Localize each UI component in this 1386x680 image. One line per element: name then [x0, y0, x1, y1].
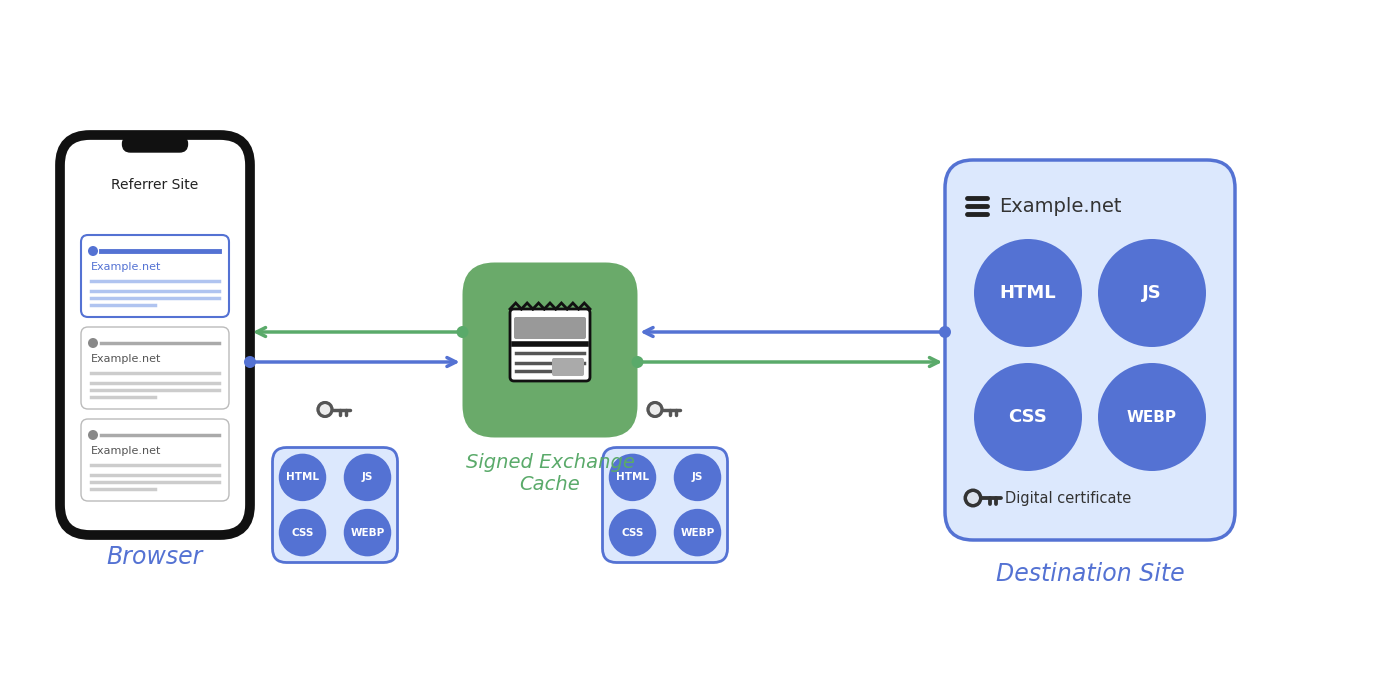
- Circle shape: [279, 454, 326, 501]
- Circle shape: [87, 338, 98, 348]
- Circle shape: [1098, 239, 1206, 347]
- Text: WEBP: WEBP: [1127, 409, 1177, 424]
- Circle shape: [608, 509, 656, 556]
- Circle shape: [87, 246, 98, 256]
- FancyBboxPatch shape: [552, 358, 584, 376]
- Text: Digital certificate: Digital certificate: [1005, 490, 1131, 505]
- FancyBboxPatch shape: [80, 327, 229, 409]
- Circle shape: [344, 454, 391, 501]
- FancyBboxPatch shape: [514, 317, 586, 339]
- Text: CSS: CSS: [1009, 408, 1048, 426]
- Circle shape: [244, 356, 256, 368]
- Circle shape: [317, 403, 333, 416]
- FancyBboxPatch shape: [80, 235, 229, 317]
- FancyBboxPatch shape: [122, 136, 187, 152]
- Circle shape: [649, 403, 663, 416]
- FancyBboxPatch shape: [60, 135, 249, 535]
- Circle shape: [965, 490, 981, 506]
- Text: HTML: HTML: [999, 284, 1056, 302]
- Text: CSS: CSS: [621, 528, 643, 538]
- Circle shape: [632, 356, 643, 368]
- FancyBboxPatch shape: [510, 309, 590, 381]
- Text: Example.net: Example.net: [91, 446, 161, 456]
- Text: JS: JS: [1142, 284, 1161, 302]
- Text: Browser: Browser: [107, 545, 204, 569]
- Circle shape: [938, 326, 951, 338]
- Text: Signed Exchange: Signed Exchange: [466, 452, 635, 471]
- Text: Destination Site: Destination Site: [995, 562, 1184, 586]
- Text: JS: JS: [362, 473, 373, 482]
- Circle shape: [608, 454, 656, 501]
- Text: WEBP: WEBP: [351, 528, 385, 538]
- FancyBboxPatch shape: [80, 419, 229, 501]
- Text: Example.net: Example.net: [91, 262, 161, 272]
- Text: WEBP: WEBP: [681, 528, 715, 538]
- Text: HTML: HTML: [286, 473, 319, 482]
- Text: Referrer Site: Referrer Site: [111, 178, 198, 192]
- Circle shape: [1098, 363, 1206, 471]
- Circle shape: [674, 454, 721, 501]
- FancyBboxPatch shape: [945, 160, 1235, 540]
- Text: Example.net: Example.net: [999, 197, 1121, 216]
- Text: JS: JS: [692, 473, 703, 482]
- Circle shape: [279, 509, 326, 556]
- Circle shape: [456, 326, 468, 338]
- Text: HTML: HTML: [615, 473, 649, 482]
- FancyBboxPatch shape: [273, 447, 398, 562]
- Circle shape: [974, 363, 1082, 471]
- Circle shape: [674, 509, 721, 556]
- Text: Cache: Cache: [520, 475, 581, 494]
- FancyBboxPatch shape: [603, 447, 728, 562]
- Text: Example.net: Example.net: [91, 354, 161, 364]
- Circle shape: [87, 430, 98, 440]
- FancyBboxPatch shape: [463, 262, 638, 437]
- Circle shape: [344, 509, 391, 556]
- Circle shape: [974, 239, 1082, 347]
- Text: CSS: CSS: [291, 528, 313, 538]
